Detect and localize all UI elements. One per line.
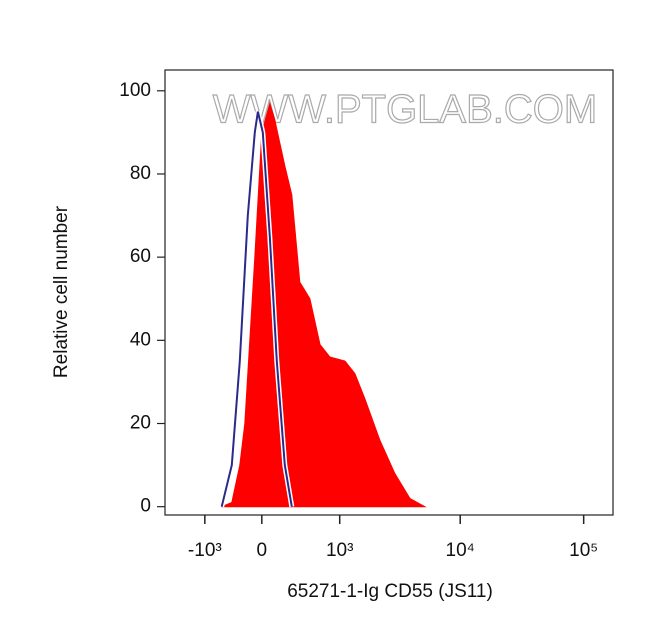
x-tick-label: 10⁵ — [569, 540, 598, 561]
y-tick-label: 60 — [130, 246, 151, 267]
x-tick-label: 0 — [257, 540, 268, 561]
y-tick-label: 0 — [140, 496, 151, 517]
y-tick-label: 80 — [130, 163, 151, 184]
plot-frame — [164, 69, 614, 516]
y-axis-label: Relative cell number — [51, 205, 72, 378]
histogram-outline — [220, 111, 293, 507]
x-tick-label: 10⁴ — [446, 540, 475, 561]
watermark: WWW.PTGLAB.COM — [213, 88, 597, 132]
histogram-area — [221, 101, 427, 508]
y-tick-label: 100 — [119, 80, 151, 101]
x-axis-label: 65271-1-Ig CD55 (JS11) — [287, 581, 493, 602]
y-tick-label: 40 — [130, 329, 151, 350]
x-tick-label: 10³ — [326, 540, 353, 561]
x-tick-label: -10³ — [188, 540, 222, 561]
y-tick-label: 20 — [130, 413, 151, 434]
